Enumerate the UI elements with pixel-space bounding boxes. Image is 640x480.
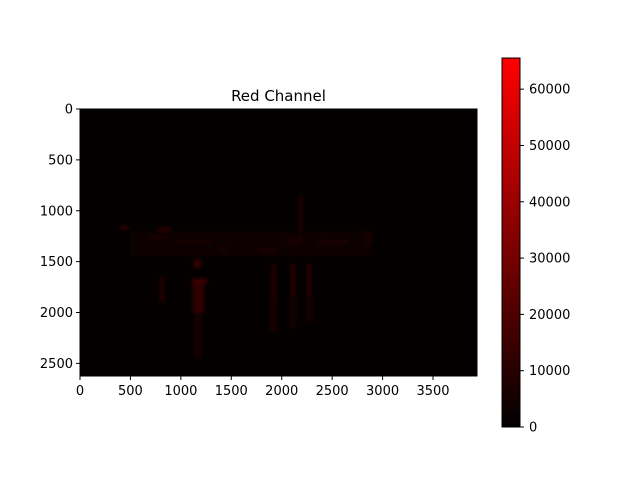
y-tick-label: 1000 [40,204,73,219]
colorbar-tick-label: 50000 [529,139,570,154]
image-feature-22 [305,296,312,323]
x-tick-label: 1000 [164,384,197,399]
colorbar-tick-label: 0 [529,421,537,436]
x-tick-label: 1500 [215,384,248,399]
chart-title: Red Channel [231,87,326,105]
image-feature-20 [269,298,277,333]
image-feature-19 [306,263,311,297]
image-feature-21 [289,296,296,328]
colorbar-axis: 0 10000 20000 30000 40000 50000 60000 [520,83,570,436]
plot-frame [79,108,478,377]
image-feature-13 [193,259,202,268]
y-tick-label: 2000 [40,306,73,321]
image-feature-16 [159,276,165,303]
x-tick-label: 2500 [316,384,349,399]
image-feature-17 [271,263,276,299]
y-tick-label: 2500 [40,357,73,372]
image-features [120,194,373,359]
image-feature-15 [193,312,203,359]
x-tick-label: 500 [118,384,143,399]
colorbar-tick-label: 30000 [529,252,570,267]
colorbar-tick-label: 20000 [529,308,570,323]
colorbar-tick-label: 10000 [529,364,570,379]
x-tick-label: 2000 [265,384,298,399]
y-tick-label: 1500 [40,255,73,270]
x-tick-label: 3500 [416,384,449,399]
y-tick-label: 0 [65,103,73,118]
image-feature-23 [130,231,373,257]
y-tick-label: 500 [48,153,73,168]
colorbar [501,57,521,428]
colorbar-tick-label: 40000 [529,195,570,210]
x-axis: 0 500 1000 1500 2000 2500 3000 3500 [76,376,450,399]
image-feature-11 [298,194,302,242]
image-feature-2 [120,226,129,230]
image-feature-14 [192,281,205,313]
image-feature-12 [191,278,208,283]
colorbar-tick-label: 60000 [529,83,570,98]
image-feature-18 [290,263,295,297]
y-axis: 0 500 1000 1500 2000 2500 [40,103,80,372]
x-tick-label: 0 [76,384,84,399]
image-feature-3 [157,227,171,232]
x-tick-label: 3000 [366,384,399,399]
